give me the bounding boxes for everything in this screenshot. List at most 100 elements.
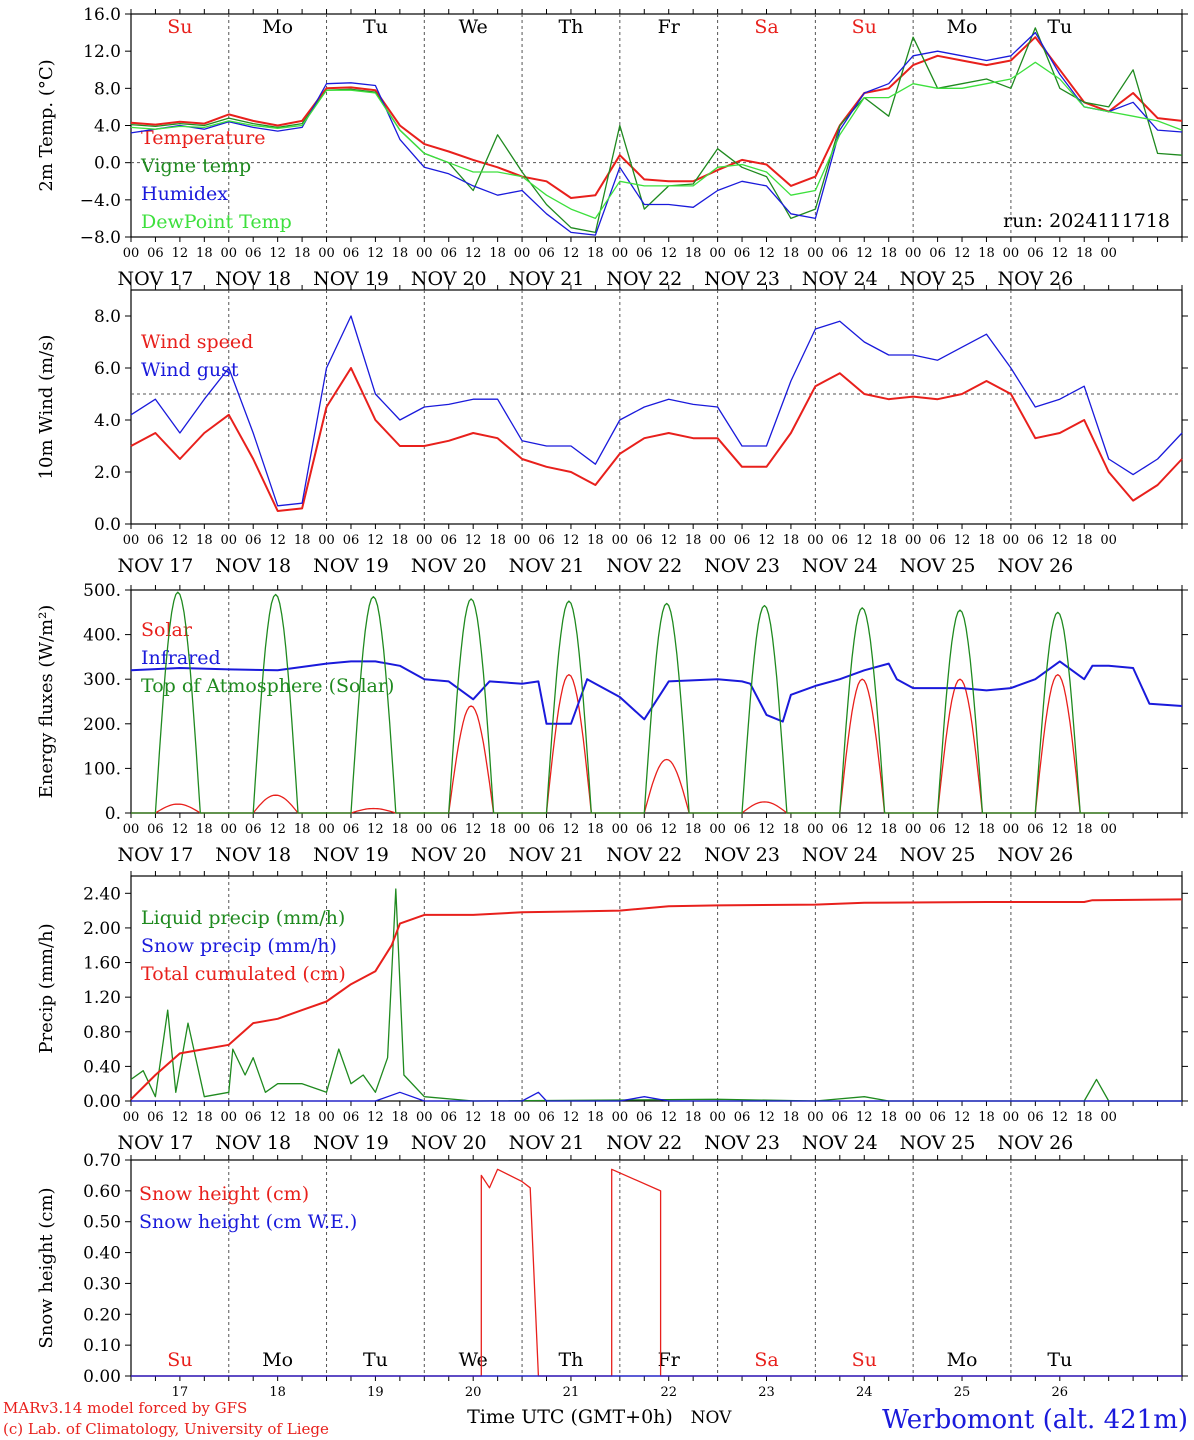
x-tick-label: 00 xyxy=(1100,822,1117,837)
date-label: NOV 17 xyxy=(118,555,194,577)
x-tick-label: 06 xyxy=(343,1110,360,1125)
y-tick-label: 6.0 xyxy=(94,359,121,379)
x-tick-label: 06 xyxy=(245,246,262,261)
x-tick-label: 00 xyxy=(1003,533,1020,548)
x-tick-label: 12 xyxy=(856,1110,873,1125)
x-tick-label: 18 xyxy=(1076,1110,1093,1125)
x-tick-label: 06 xyxy=(636,1110,653,1125)
x-tick-label: 06 xyxy=(929,533,946,548)
y-axis-label: 10m Wind (m/s) xyxy=(36,335,57,480)
date-label: NOV 18 xyxy=(215,844,291,866)
model-credit: MARv3.14 model forced by GFS xyxy=(3,1399,247,1417)
x-tick-label: 12 xyxy=(269,246,286,261)
x-tick-label: 06 xyxy=(538,1110,555,1125)
x-tick-label: 00 xyxy=(905,246,922,261)
x-tick-label: 06 xyxy=(147,822,164,837)
x-tick-label: 18 xyxy=(489,533,506,548)
run-annotation: run: 2024111718 xyxy=(1003,210,1170,232)
x-tick-label: 06 xyxy=(343,246,360,261)
x-tick-label: 18 xyxy=(685,533,702,548)
legend-entry: Wind speed xyxy=(141,331,253,353)
x-tick-label: 12 xyxy=(758,1110,775,1125)
x-tick-label: 18 xyxy=(587,533,604,548)
x-tick-label: 12 xyxy=(1052,1110,1069,1125)
day-label: Mo xyxy=(947,16,978,38)
date-label: NOV 22 xyxy=(606,268,682,290)
y-tick-label: 0.10 xyxy=(83,1336,121,1356)
x-tick-label: 12 xyxy=(1052,246,1069,261)
x-tick-label: 18 xyxy=(685,246,702,261)
legend-entry: Humidex xyxy=(141,183,228,205)
x-tick-label: 06 xyxy=(636,533,653,548)
x-tick-label: 06 xyxy=(832,822,849,837)
x-tick-label: 00 xyxy=(1100,533,1117,548)
legend-entry: Liquid precip (mm/h) xyxy=(141,907,345,929)
y-tick-label: −8.0 xyxy=(80,228,121,248)
x-tick-label: 00 xyxy=(905,533,922,548)
x-tick-label: 12 xyxy=(465,533,482,548)
x-tick-label: 18 xyxy=(294,822,311,837)
x-tick-label: 18 xyxy=(1076,246,1093,261)
date-label: NOV 17 xyxy=(118,1132,194,1154)
day-label: Th xyxy=(558,1349,583,1371)
x-tick-label: 00 xyxy=(123,1110,140,1125)
x-tick-label: 12 xyxy=(367,1110,384,1125)
x-tick-label: 12 xyxy=(954,1110,971,1125)
x-tick-label: 00 xyxy=(709,533,726,548)
date-label: NOV 23 xyxy=(704,268,780,290)
legend-entry: Total cumulated (cm) xyxy=(141,963,346,985)
series-line-infrared xyxy=(130,660,1183,725)
x-tick-label: 00 xyxy=(318,533,335,548)
y-tick-label: 0.70 xyxy=(83,1151,121,1171)
x-tick-label: 12 xyxy=(660,1110,677,1125)
x-tick-label: 18 xyxy=(1076,533,1093,548)
panel-5: 0.70 0.60 0.50 0.40 0.30 0.20 0.10 0.00 Snow hei… xyxy=(36,1151,1188,1400)
series-line-vigne-temp xyxy=(130,27,1183,234)
series-line-humidex xyxy=(130,31,1183,236)
x-tick-label: 00 xyxy=(123,533,140,548)
y-tick-label: 300. xyxy=(83,670,121,690)
day-label: Fr xyxy=(658,16,681,38)
x-tick-label: 06 xyxy=(734,1110,751,1125)
y-tick-label: 200. xyxy=(83,715,121,735)
date-label: NOV 20 xyxy=(411,555,487,577)
date-label: NOV 18 xyxy=(215,555,291,577)
x-tick-label: 18 xyxy=(294,1110,311,1125)
y-axis-label: Precip (mm/h) xyxy=(36,923,57,1053)
legend-entry: Vigne temp xyxy=(140,155,251,177)
x-tick-label: 18 xyxy=(783,822,800,837)
x-tick-label: 18 xyxy=(587,822,604,837)
x-tick-label: 00 xyxy=(807,822,824,837)
date-label: NOV 26 xyxy=(997,268,1073,290)
y-tick-label: 0.40 xyxy=(83,1057,121,1077)
date-label: NOV 23 xyxy=(704,1132,780,1154)
x-tick-label: 00 xyxy=(709,246,726,261)
y-tick-label: 1.60 xyxy=(83,954,121,974)
x-tick-label: 18 xyxy=(489,246,506,261)
y-tick-label: 500. xyxy=(83,581,121,601)
date-label: NOV 19 xyxy=(313,555,389,577)
x-tick-label: 12 xyxy=(1052,533,1069,548)
y-tick-label: 0.60 xyxy=(83,1182,121,1202)
date-label: NOV 26 xyxy=(997,844,1073,866)
day-number-label: 23 xyxy=(758,1385,775,1400)
day-label: Th xyxy=(558,16,583,38)
x-tick-label: 18 xyxy=(978,533,995,548)
x-tick-label: 06 xyxy=(929,1110,946,1125)
month-label: NOV xyxy=(691,1408,733,1428)
date-label: NOV 25 xyxy=(900,844,976,866)
x-tick-label: 06 xyxy=(147,533,164,548)
date-label: NOV 21 xyxy=(509,844,585,866)
x-tick-label: 12 xyxy=(563,822,580,837)
y-tick-label: 2.0 xyxy=(94,463,121,483)
x-tick-label: 06 xyxy=(245,1110,262,1125)
x-tick-label: 12 xyxy=(856,246,873,261)
day-label: Su xyxy=(852,16,877,38)
x-tick-label: 00 xyxy=(123,822,140,837)
x-tick-label: 06 xyxy=(440,533,457,548)
x-tick-label: 18 xyxy=(685,822,702,837)
day-label: Tu xyxy=(1047,16,1072,38)
date-label: NOV 20 xyxy=(411,1132,487,1154)
x-tick-label: 00 xyxy=(318,822,335,837)
panel-frame xyxy=(130,589,1183,814)
